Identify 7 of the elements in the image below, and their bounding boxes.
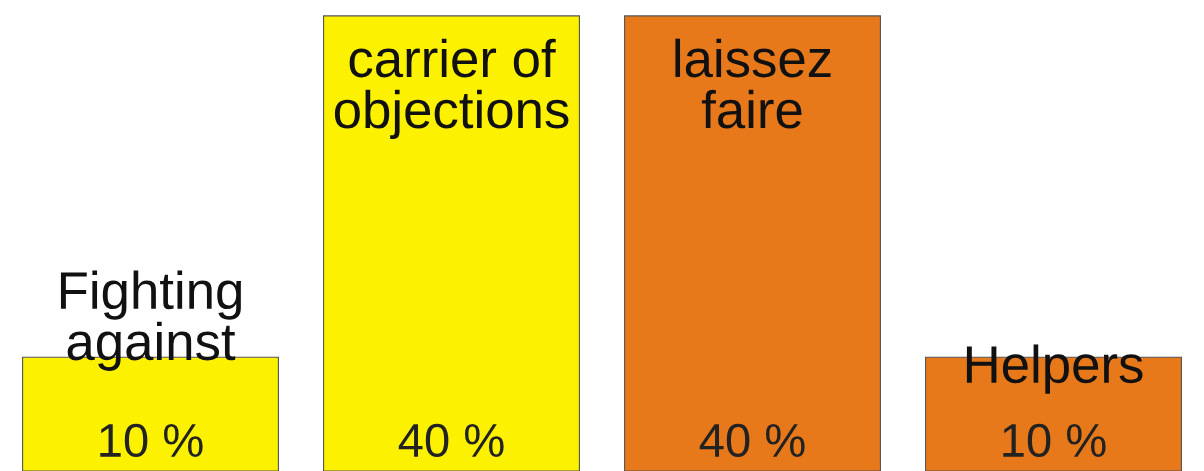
x-tick-label: laissez faire xyxy=(675,38,831,129)
x-tick-label: carrier of objections xyxy=(334,38,569,139)
data-label: 40 % xyxy=(699,423,805,458)
x-tick-label: Helpers xyxy=(966,344,1143,394)
data-label: 10 % xyxy=(100,423,203,458)
data-label: 40 % xyxy=(398,423,504,458)
data-label: 10 % xyxy=(1003,423,1106,458)
